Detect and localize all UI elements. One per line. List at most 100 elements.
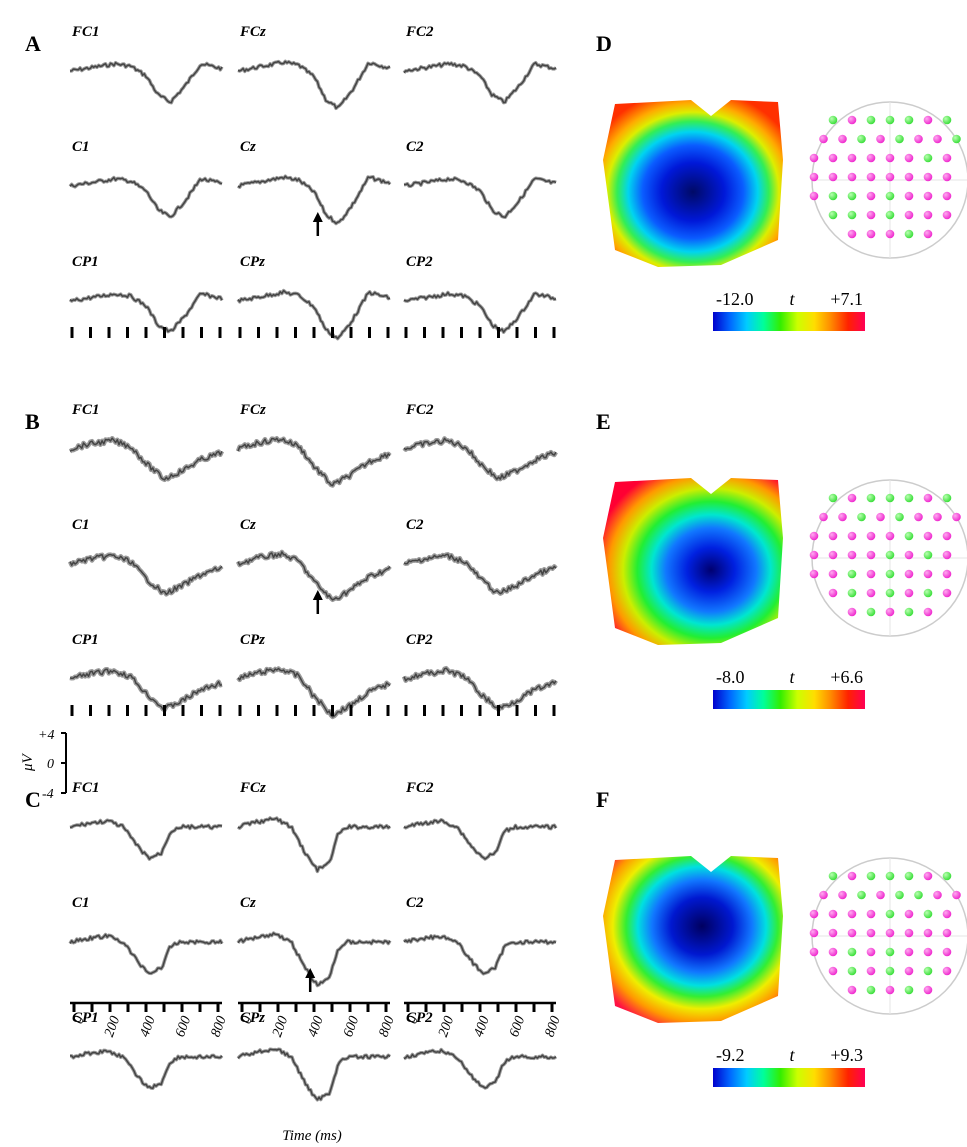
time-tick-mark: [368, 327, 371, 338]
scalp-map: [603, 100, 783, 267]
scalp-map: [603, 856, 783, 1023]
electrode-dot: [885, 607, 895, 617]
electrode-dot: [923, 550, 933, 560]
time-tick-mark: [534, 705, 537, 716]
electrode-dot: [847, 172, 857, 182]
time-axis-tick: [240, 1003, 244, 1012]
time-axis-tick: [162, 1003, 166, 1012]
electrode-dot: [933, 512, 942, 522]
time-tick-mark: [423, 327, 426, 338]
time-tick-mark: [478, 705, 482, 716]
erp-panel-a: A FC1 FCz FC2 C1 Cz C2 CP1 CPz CP2: [25, 24, 557, 341]
electrode-dot: [847, 191, 857, 201]
time-axis-tick: [550, 1003, 554, 1012]
time-axis-tick: [90, 1003, 94, 1012]
electrode-dot: [866, 191, 876, 201]
time-tick-mark: [294, 705, 297, 716]
electrode-dot: [885, 210, 895, 220]
erp-trace: [403, 1048, 557, 1089]
erp-trace: [237, 667, 391, 718]
erp-trace: [69, 437, 223, 481]
colorbar-stat-label: t: [789, 289, 795, 309]
colorbar: [713, 1068, 865, 1087]
electrode-dot: [942, 909, 952, 919]
channel-label: FC2: [405, 780, 434, 796]
electrode-dot: [942, 153, 952, 163]
electrode-dot: [809, 909, 819, 919]
electrode-dot: [914, 890, 923, 900]
electrode-dot: [866, 928, 876, 938]
time-tick-mark: [478, 327, 482, 338]
panel-label: D: [596, 31, 612, 56]
erp-trace: [403, 553, 557, 595]
electrode-dot: [895, 134, 904, 144]
electrode-dot: [923, 928, 933, 938]
electrode-dot: [904, 569, 914, 579]
time-tick-mark: [460, 705, 463, 716]
electrode-dot: [866, 985, 876, 995]
electrode-dot: [847, 928, 857, 938]
time-tick-mark: [126, 705, 129, 716]
channel-label: CPz: [240, 1010, 265, 1026]
colorbar-max-label: +9.3: [830, 1045, 863, 1065]
erp-trace-ci: [235, 436, 392, 488]
electrode-dot: [828, 550, 838, 560]
erp-trace: [69, 553, 223, 596]
time-tick-mark: [404, 705, 408, 716]
electrode-dot: [904, 191, 914, 201]
electrode-dot: [904, 153, 914, 163]
electrode-dot: [866, 871, 876, 881]
electrode-dot: [885, 115, 895, 125]
time-tick-mark: [144, 327, 148, 338]
colorbar-stat-label: t: [789, 1045, 795, 1065]
time-axis-tick: [72, 1003, 76, 1012]
erp-trace-ci: [403, 1047, 558, 1090]
time-tick-mark: [312, 327, 316, 338]
time-tick-mark: [312, 705, 316, 716]
time-tick-mark: [349, 705, 353, 716]
time-tick-mark: [349, 327, 353, 338]
time-axis-tick: [216, 1003, 220, 1012]
channel-label: CPz: [240, 254, 265, 270]
time-axis-tick: [180, 1003, 184, 1012]
electrode-dot: [942, 550, 952, 560]
electrode-dot: [923, 871, 933, 881]
electrode-dot: [904, 210, 914, 220]
time-tick-mark: [552, 705, 556, 716]
time-tick-mark: [200, 705, 203, 716]
electrode-dot: [885, 531, 895, 541]
electrode-dot: [885, 871, 895, 881]
electrode-dot: [828, 569, 838, 579]
channel-label: FCz: [239, 402, 266, 418]
electrode-dot: [866, 607, 876, 617]
electrode-dot: [923, 607, 933, 617]
electrode-dot: [866, 966, 876, 976]
channel-label: CP2: [406, 632, 433, 648]
time-tick-mark: [441, 705, 445, 716]
electrode-dot: [847, 607, 857, 617]
time-axis-tick: [276, 1003, 280, 1012]
time-tick-mark: [404, 327, 408, 338]
electrode-dot: [923, 947, 933, 957]
electrode-dot: [819, 512, 828, 522]
electrode-dot: [828, 191, 838, 201]
time-tick-mark: [257, 327, 260, 338]
colorbar: [713, 312, 865, 331]
electrode-dot: [885, 550, 895, 560]
time-tick-mark: [515, 327, 519, 338]
electrode-dot: [809, 531, 819, 541]
time-tick-mark: [107, 327, 111, 338]
colorbar-min-label: -9.2: [716, 1045, 745, 1065]
time-tick-label: 800: [376, 1014, 397, 1039]
time-tick-mark: [497, 327, 500, 338]
electrode-dot: [942, 947, 952, 957]
electrode-dot: [838, 512, 847, 522]
electrode-dot: [904, 531, 914, 541]
channel-label: CP1: [72, 632, 99, 648]
topo-panel-d: D -12.0 t +7.1: [596, 31, 967, 331]
electrode-dot: [904, 172, 914, 182]
colorbar: [713, 690, 865, 709]
time-tick-label: 400: [305, 1014, 326, 1039]
electrode-dot: [904, 909, 914, 919]
time-tick-mark: [107, 705, 111, 716]
